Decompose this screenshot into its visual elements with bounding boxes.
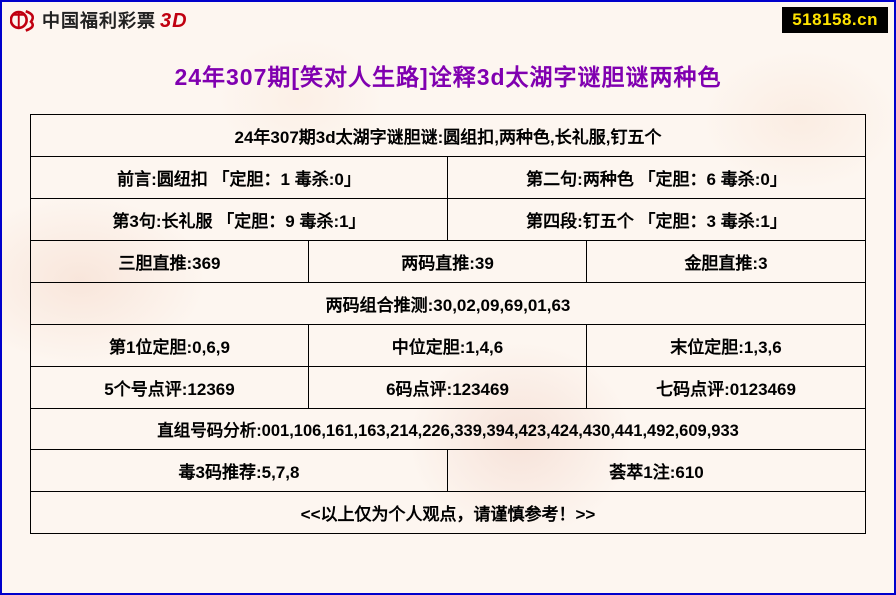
riddle-summary: 24年307期3d太湖字谜胆谜:圆组扣,两种色,长礼服,钉五个 <box>31 115 865 156</box>
mid-pick: 中位定胆:1,4,6 <box>309 325 587 366</box>
header-bar: 中国福利彩票 3D 518158.cn <box>2 2 894 38</box>
site-badge: 518158.cn <box>782 7 888 33</box>
disclaimer: <<以上仅为个人观点，请谨慎参考！>> <box>31 492 865 533</box>
brand-name: 中国福利彩票 <box>42 7 156 33</box>
data-table: 24年307期3d太湖字谜胆谜:圆组扣,两种色,长礼服,钉五个 前言:圆纽扣 「… <box>30 114 866 534</box>
table-row: 两码组合推测:30,02,09,69,01,63 <box>31 283 865 325</box>
brand-text: 中国福利彩票 3D <box>42 7 188 33</box>
direct-combo-analysis: 直组号码分析:001,106,161,163,214,226,339,394,4… <box>31 409 865 449</box>
table-row: 三胆直推:369 两码直推:39 金胆直推:3 <box>31 241 865 283</box>
clue-4: 第四段:钉五个 「定胆：3 毒杀:1」 <box>448 199 865 240</box>
clue-3: 第3句:长礼服 「定胆：9 毒杀:1」 <box>31 199 448 240</box>
double-pick: 两码直推:39 <box>309 241 587 282</box>
summary-bet: 荟萃1注:610 <box>448 450 865 491</box>
seven-num-review: 七码点评:0123469 <box>587 367 865 408</box>
page-frame: 中国福利彩票 3D 518158.cn 24年307期[笑对人生路]诠释3d太湖… <box>0 0 896 595</box>
table-row: 第3句:长礼服 「定胆：9 毒杀:1」 第四段:钉五个 「定胆：3 毒杀:1」 <box>31 199 865 241</box>
page-title: 24年307期[笑对人生路]诠释3d太湖字谜胆谜两种色 <box>2 58 894 92</box>
triple-pick: 三胆直推:369 <box>31 241 309 282</box>
table-row: 5个号点评:12369 6码点评:123469 七码点评:0123469 <box>31 367 865 409</box>
pos1-pick: 第1位定胆:0,6,9 <box>31 325 309 366</box>
five-num-review: 5个号点评:12369 <box>31 367 309 408</box>
table-row: <<以上仅为个人观点，请谨慎参考！>> <box>31 492 865 533</box>
table-row: 毒3码推荐:5,7,8 荟萃1注:610 <box>31 450 865 492</box>
table-row: 24年307期3d太湖字谜胆谜:圆组扣,两种色,长礼服,钉五个 <box>31 115 865 157</box>
last-pick: 末位定胆:1,3,6 <box>587 325 865 366</box>
table-row: 直组号码分析:001,106,161,163,214,226,339,394,4… <box>31 409 865 450</box>
six-num-review: 6码点评:123469 <box>309 367 587 408</box>
table-row: 第1位定胆:0,6,9 中位定胆:1,4,6 末位定胆:1,3,6 <box>31 325 865 367</box>
brand-suffix: 3D <box>160 10 188 33</box>
two-code-combos: 两码组合推测:30,02,09,69,01,63 <box>31 283 865 324</box>
clue-1: 前言:圆纽扣 「定胆：1 毒杀:0」 <box>31 157 448 198</box>
clue-2: 第二句:两种色 「定胆：6 毒杀:0」 <box>448 157 865 198</box>
brand-logo: 中国福利彩票 3D <box>10 6 188 34</box>
table-row: 前言:圆纽扣 「定胆：1 毒杀:0」 第二句:两种色 「定胆：6 毒杀:0」 <box>31 157 865 199</box>
poison-3-code: 毒3码推荐:5,7,8 <box>31 450 448 491</box>
lottery-logo-icon <box>10 6 38 34</box>
gold-pick: 金胆直推:3 <box>587 241 865 282</box>
